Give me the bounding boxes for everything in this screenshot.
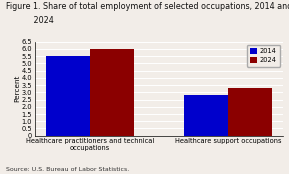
Legend: 2014, 2024: 2014, 2024 xyxy=(247,45,280,67)
Text: 2024: 2024 xyxy=(6,16,53,25)
Bar xyxy=(228,88,272,136)
Y-axis label: Percent: Percent xyxy=(14,75,20,102)
Bar xyxy=(46,56,90,136)
Bar xyxy=(90,49,134,136)
Text: Source: U.S. Bureau of Labor Statistics.: Source: U.S. Bureau of Labor Statistics. xyxy=(6,167,129,172)
Text: Figure 1. Share of total employment of selected occupations, 2014 and projected: Figure 1. Share of total employment of s… xyxy=(6,2,289,11)
Bar xyxy=(184,95,228,136)
